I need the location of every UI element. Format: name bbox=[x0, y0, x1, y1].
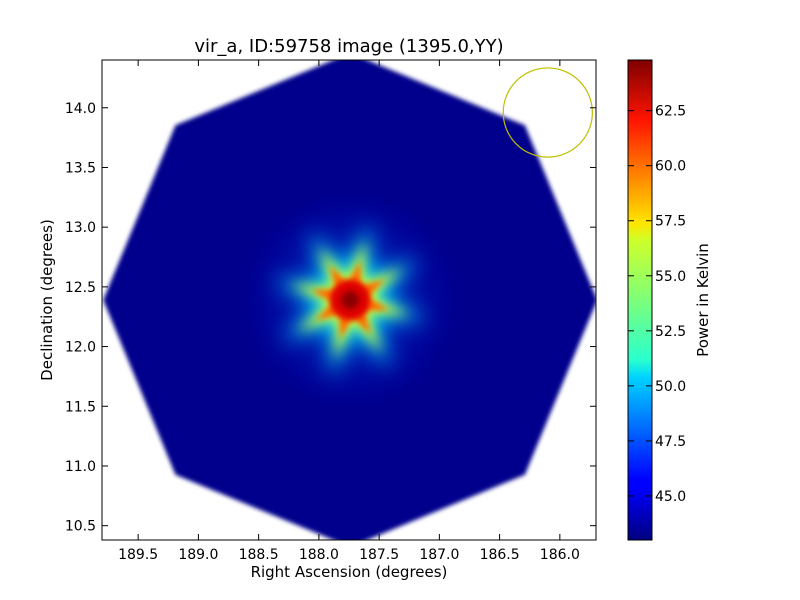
axes-frame bbox=[101, 59, 597, 541]
colorbar-tick-label: 52.5 bbox=[655, 324, 686, 340]
beam-circle bbox=[502, 67, 593, 158]
colorbar-tick-label: 45.0 bbox=[655, 489, 686, 505]
y-tick-label: 11.0 bbox=[65, 459, 96, 475]
colorbar-label: Power in Kelvin bbox=[694, 243, 712, 357]
colorbar-tick-label: 55.0 bbox=[655, 269, 686, 285]
plot-area bbox=[103, 60, 596, 540]
x-axis-ticks: 189.5 189.0 188.5 188.0 187.5 187.0 186.5 186.0 bbox=[118, 60, 580, 563]
chart-title: vir_a, ID:59758 image (1395.0,YY) bbox=[194, 36, 503, 57]
y-tick-label: 12.5 bbox=[65, 280, 96, 296]
colorbar-tick-label: 57.5 bbox=[655, 214, 686, 230]
colorbar-tick-label: 60.0 bbox=[655, 159, 686, 175]
colorbar-tick-label: 47.5 bbox=[655, 434, 686, 450]
colorbar-ticks: 45.0 47.5 50.0 52.5 55.0 57.5 60.0 62.5 bbox=[628, 104, 686, 505]
y-tick-label: 11.5 bbox=[65, 399, 96, 415]
y-tick-label: 10.5 bbox=[65, 519, 96, 535]
y-axis-ticks: 10.5 11.0 11.5 12.0 12.5 13.0 13.5 14.0 bbox=[65, 101, 596, 535]
x-tick-label: 187.0 bbox=[419, 547, 459, 563]
y-tick-label: 13.5 bbox=[65, 160, 96, 176]
y-tick-label: 14.0 bbox=[65, 101, 96, 117]
x-tick-label: 187.5 bbox=[359, 547, 399, 563]
y-tick-label: 12.0 bbox=[65, 340, 96, 356]
colorbar bbox=[627, 59, 653, 541]
colorbar-tick-label: 50.0 bbox=[655, 379, 686, 395]
y-axis-label: Declination (degrees) bbox=[38, 219, 56, 381]
x-axis-label: Right Ascension (degrees) bbox=[251, 563, 448, 581]
x-tick-label: 189.5 bbox=[118, 547, 158, 563]
x-tick-label: 188.5 bbox=[239, 547, 279, 563]
x-tick-label: 189.0 bbox=[178, 547, 218, 563]
x-tick-label: 186.0 bbox=[540, 547, 580, 563]
colorbar-tick-label: 62.5 bbox=[655, 104, 686, 120]
source-peak bbox=[341, 291, 360, 309]
x-tick-label: 188.0 bbox=[299, 547, 339, 563]
y-tick-label: 13.0 bbox=[65, 220, 96, 236]
x-tick-label: 186.5 bbox=[480, 547, 520, 563]
